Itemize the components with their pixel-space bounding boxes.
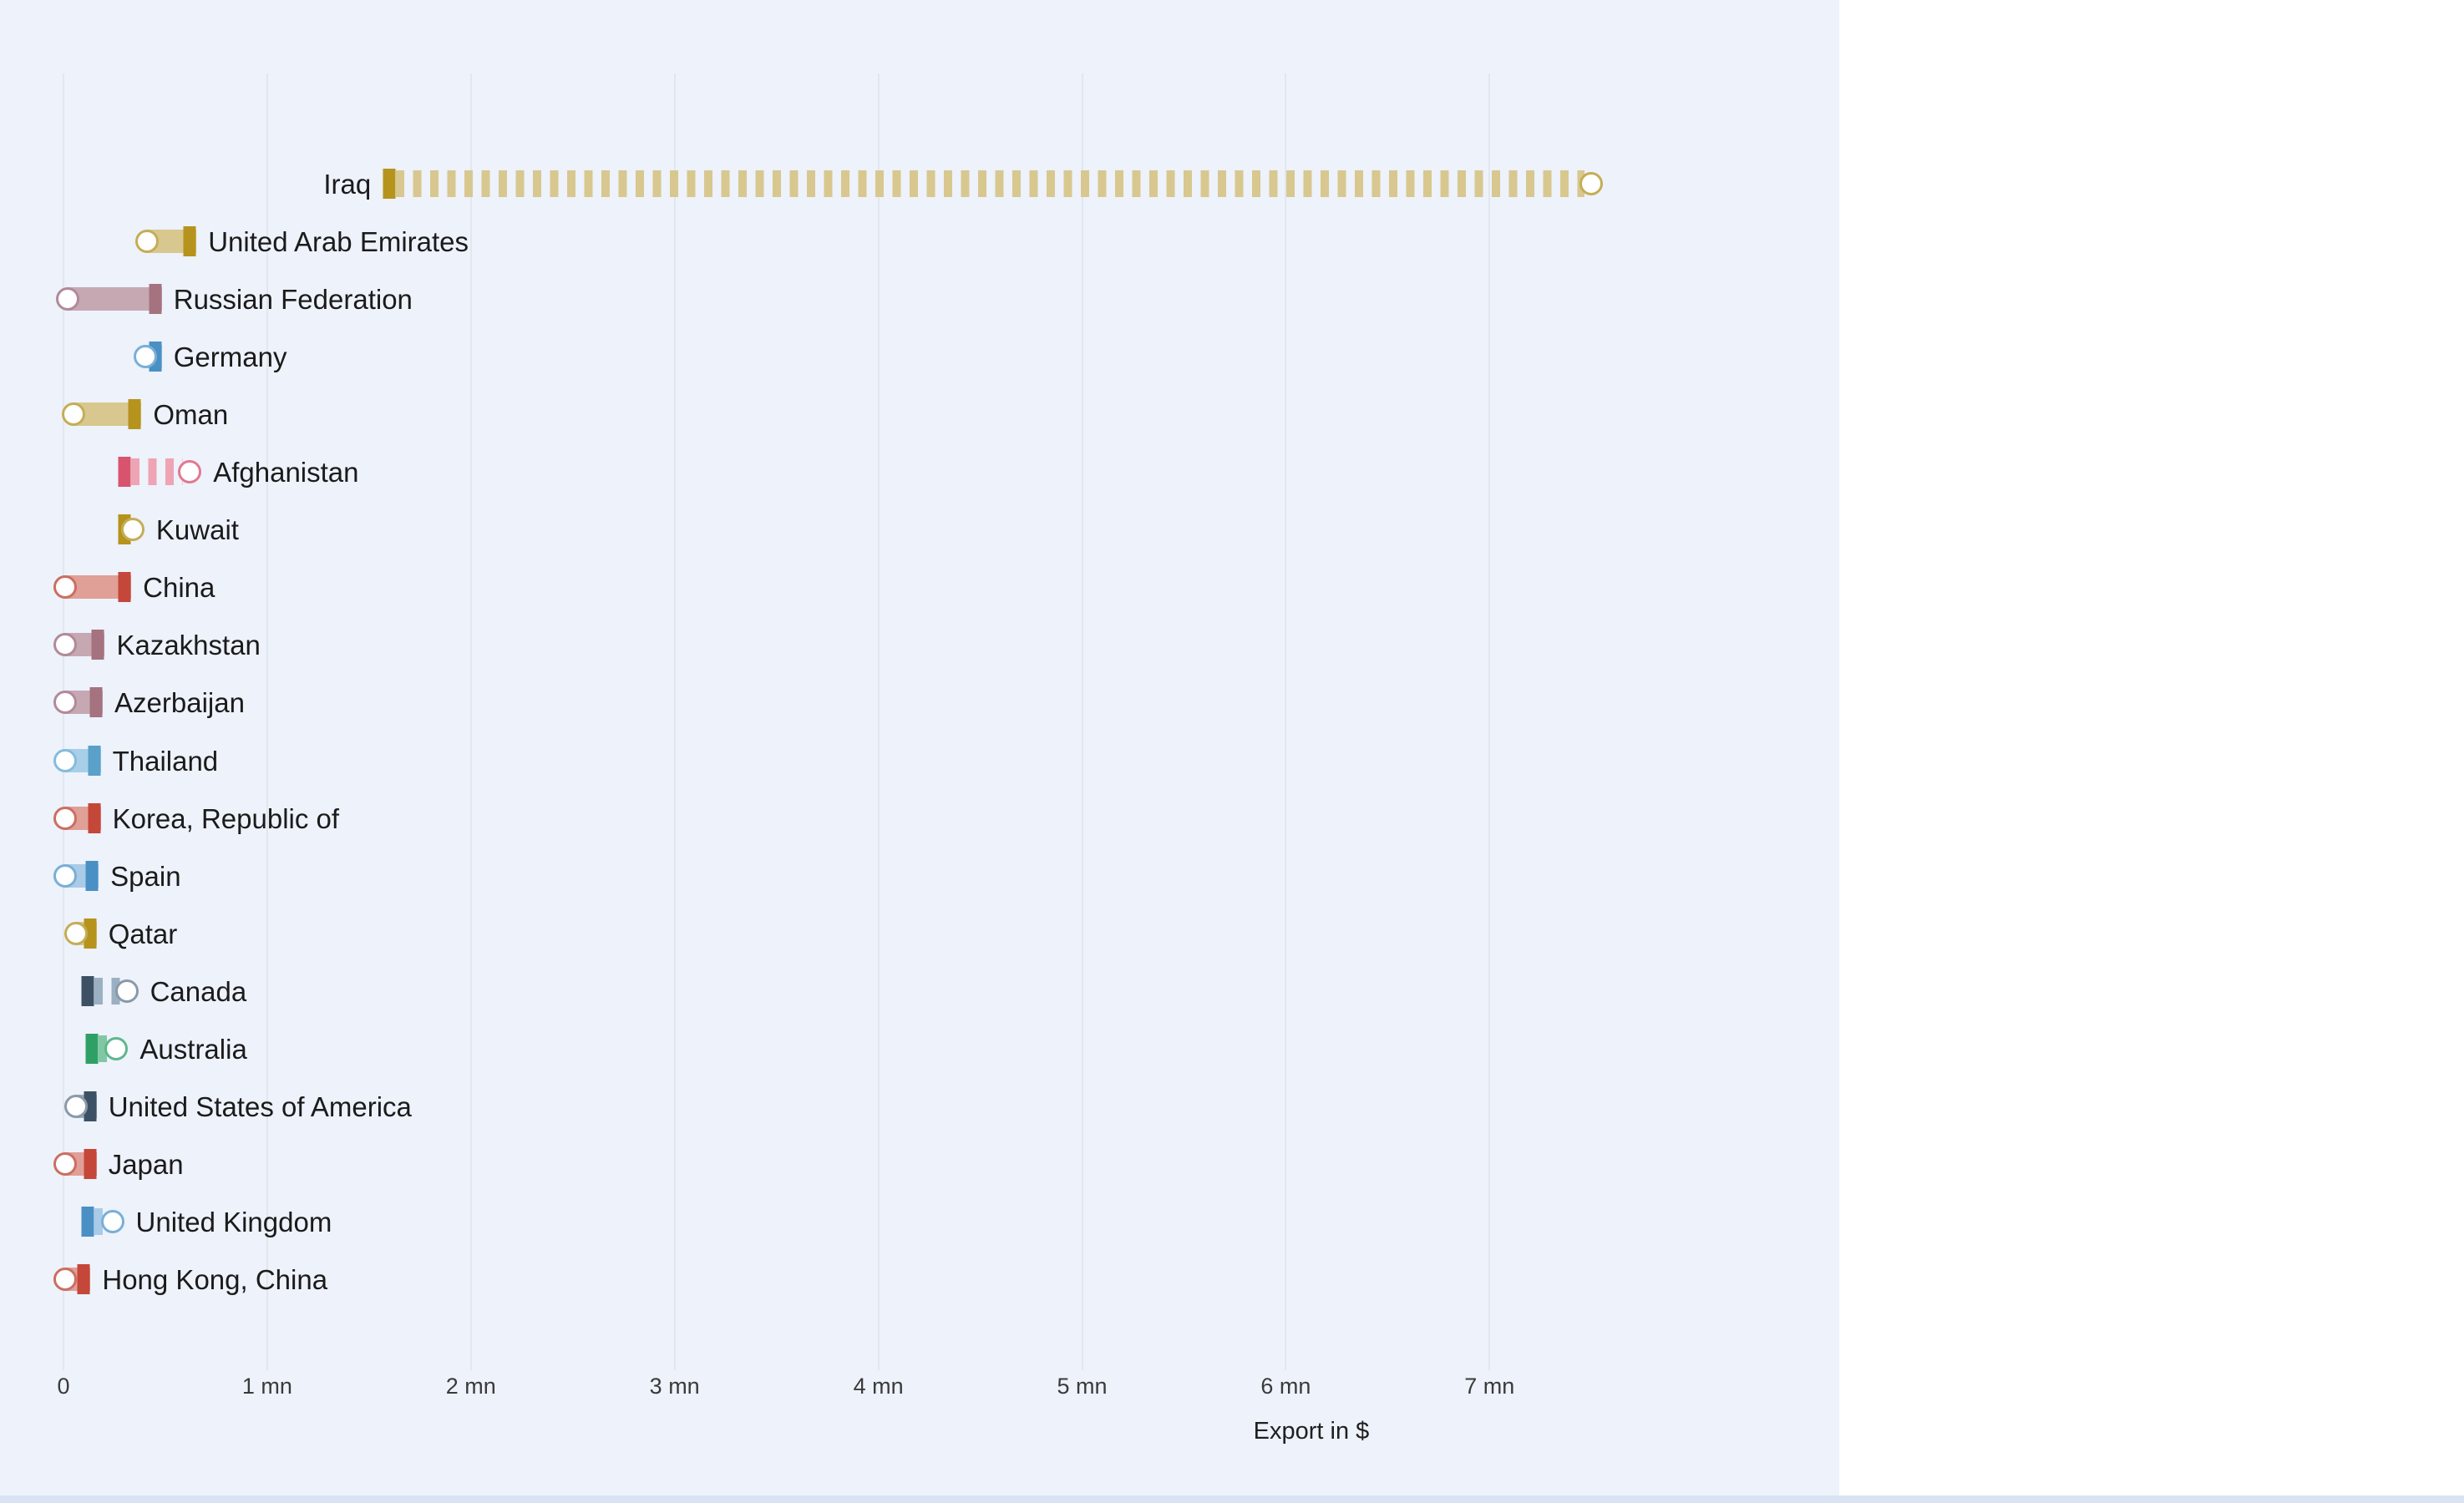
country-label[interactable]: Japan bbox=[108, 1149, 184, 1181]
gridline-0 bbox=[63, 73, 64, 1370]
actual-exports-marker[interactable] bbox=[63, 921, 88, 945]
country-label[interactable]: Iraq bbox=[323, 168, 372, 200]
export-potential-marker[interactable] bbox=[85, 860, 99, 891]
actual-exports-marker[interactable] bbox=[53, 1152, 78, 1177]
country-label[interactable]: Kazakhstan bbox=[116, 630, 261, 661]
actual-exports-marker[interactable] bbox=[63, 1095, 88, 1119]
export-potential-marker[interactable] bbox=[84, 918, 97, 949]
actual-exports-marker[interactable] bbox=[178, 460, 202, 483]
actual-exports-marker[interactable] bbox=[55, 286, 79, 311]
country-label[interactable]: Russian Federation bbox=[173, 283, 413, 315]
actual-exports-marker[interactable] bbox=[114, 979, 139, 1003]
country-label[interactable]: United Arab Emirates bbox=[208, 225, 469, 257]
export-potential-marker[interactable] bbox=[383, 168, 396, 199]
export-potential-marker[interactable] bbox=[81, 1207, 94, 1237]
gridline-5mn bbox=[1081, 73, 1083, 1370]
actual-exports-marker[interactable] bbox=[100, 1210, 124, 1234]
bottom-strip bbox=[0, 1495, 2464, 1503]
export-potential-marker[interactable] bbox=[183, 225, 196, 256]
actual-exports-marker[interactable] bbox=[62, 402, 86, 426]
export-potential-marker[interactable] bbox=[88, 802, 101, 833]
country-label[interactable]: Azerbaijan bbox=[114, 687, 245, 719]
export-potential-marker[interactable] bbox=[91, 630, 104, 660]
country-label[interactable]: United Kingdom bbox=[135, 1207, 332, 1238]
actual-exports-marker[interactable] bbox=[53, 748, 78, 772]
export-potential-marker[interactable] bbox=[88, 745, 101, 776]
export-potential-marker[interactable] bbox=[85, 1034, 99, 1064]
actual-exports-marker[interactable] bbox=[53, 575, 78, 600]
x-tick-label: 2 mn bbox=[445, 1374, 496, 1399]
x-tick-label: 6 mn bbox=[1260, 1374, 1311, 1399]
gridline-2mn bbox=[469, 73, 472, 1370]
country-label[interactable]: Thailand bbox=[112, 745, 219, 777]
export-potential-marker[interactable] bbox=[77, 1264, 90, 1295]
country-label[interactable]: United States of America bbox=[108, 1091, 412, 1123]
x-axis-title: Export in $ bbox=[1253, 1418, 1370, 1445]
country-label[interactable]: China bbox=[143, 572, 215, 604]
country-label[interactable]: Qatar bbox=[108, 918, 178, 949]
gap-bar[interactable] bbox=[67, 286, 162, 311]
actual-exports-marker[interactable] bbox=[104, 1037, 129, 1060]
x-tick-label: 7 mn bbox=[1464, 1374, 1515, 1399]
export-potential-marker[interactable] bbox=[84, 1091, 97, 1122]
actual-exports-marker[interactable] bbox=[133, 344, 157, 368]
country-label[interactable]: Spain bbox=[110, 860, 181, 892]
actual-exports-marker[interactable] bbox=[53, 806, 78, 830]
country-label[interactable]: Germany bbox=[173, 341, 287, 372]
actual-exports-marker[interactable] bbox=[1579, 171, 1604, 195]
export-potential-marker[interactable] bbox=[118, 457, 131, 487]
export-potential-marker[interactable] bbox=[128, 398, 141, 429]
actual-exports-marker[interactable] bbox=[134, 229, 159, 253]
exceed-stripes[interactable] bbox=[396, 170, 1585, 197]
export-potential-marker[interactable] bbox=[149, 283, 162, 314]
x-tick-label: 5 mn bbox=[1057, 1374, 1108, 1399]
x-tick-label: 0 bbox=[57, 1374, 70, 1399]
country-label[interactable]: Oman bbox=[153, 398, 229, 430]
gridline-6mn bbox=[1285, 73, 1287, 1370]
actual-exports-marker[interactable] bbox=[120, 518, 144, 542]
actual-exports-marker[interactable] bbox=[53, 863, 78, 888]
chart-area: Iraq United Arab Emirates Russian Federati… bbox=[0, 0, 1839, 1503]
country-label[interactable]: Australia bbox=[139, 1034, 247, 1065]
country-label[interactable]: Hong Kong, China bbox=[102, 1264, 328, 1296]
export-potential-marker[interactable] bbox=[118, 572, 131, 603]
exceed-stripes[interactable] bbox=[131, 458, 184, 485]
country-label[interactable]: Kuwait bbox=[155, 514, 239, 546]
actual-exports-marker[interactable] bbox=[53, 633, 78, 657]
export-potential-marker[interactable] bbox=[84, 1149, 97, 1180]
actual-exports-marker[interactable] bbox=[53, 691, 78, 715]
country-label[interactable]: Canada bbox=[150, 975, 247, 1007]
side-panel: Markets with potential for Iran, Islamic… bbox=[1839, 0, 2464, 1503]
actual-exports-marker[interactable] bbox=[53, 1268, 78, 1292]
export-potential-marker[interactable] bbox=[81, 975, 94, 1006]
gridline-1mn bbox=[266, 73, 268, 1370]
x-tick-label: 4 mn bbox=[853, 1374, 904, 1399]
gridline-4mn bbox=[877, 73, 880, 1370]
gridline-7mn bbox=[1488, 73, 1491, 1370]
country-label[interactable]: Korea, Republic of bbox=[112, 802, 340, 834]
x-tick-label: 1 mn bbox=[241, 1374, 292, 1399]
country-label[interactable]: Afghanistan bbox=[213, 457, 359, 488]
x-tick-label: 3 mn bbox=[649, 1374, 700, 1399]
gridline-3mn bbox=[673, 73, 676, 1370]
export-potential-marker[interactable] bbox=[89, 687, 103, 718]
